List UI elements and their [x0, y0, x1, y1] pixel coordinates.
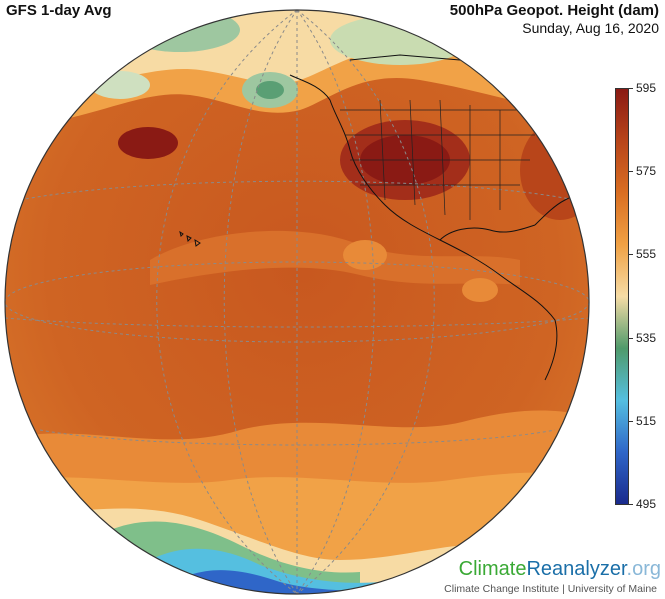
legend-tick-mark — [629, 88, 633, 89]
brand-part-reanalyzer: Reanalyzer — [526, 558, 627, 580]
legend-tick-mark — [629, 254, 633, 255]
variable-title: 500hPa Geopot. Height (dam) — [449, 2, 659, 19]
us-state-borders — [340, 99, 535, 220]
brand-part-org: .org — [626, 558, 661, 580]
legend-colorbar — [615, 88, 629, 505]
globe-outline — [4, 9, 590, 595]
legend-tick-575: 575 — [636, 164, 657, 178]
legend-tick-mark — [629, 338, 633, 339]
variable-header: 500hPa Geopot. Height (dam) Sunday, Aug … — [450, 2, 659, 36]
legend-tick-495: 495 — [636, 497, 657, 511]
legend-tick-555: 555 — [636, 247, 657, 261]
globe-map — [4, 9, 590, 595]
legend-tick-595: 595 — [636, 81, 657, 95]
legend-tick-mark — [629, 171, 633, 172]
map-title: GFS 1-day Avg — [6, 2, 112, 19]
brand-logo[interactable]: ClimateReanalyzer.org — [459, 558, 661, 581]
institution-credit: Climate Change Institute | University of… — [444, 583, 657, 595]
legend-tick-mark — [629, 421, 633, 422]
brand-part-climate: Climate — [458, 558, 527, 580]
legend-tick-mark — [629, 504, 633, 505]
graticule — [5, 10, 589, 594]
date-label: Sunday, Aug 16, 2020 — [522, 20, 659, 36]
hawaii-islands — [179, 230, 201, 247]
legend-tick-515: 515 — [636, 414, 657, 428]
legend-tick-535: 535 — [636, 331, 657, 345]
